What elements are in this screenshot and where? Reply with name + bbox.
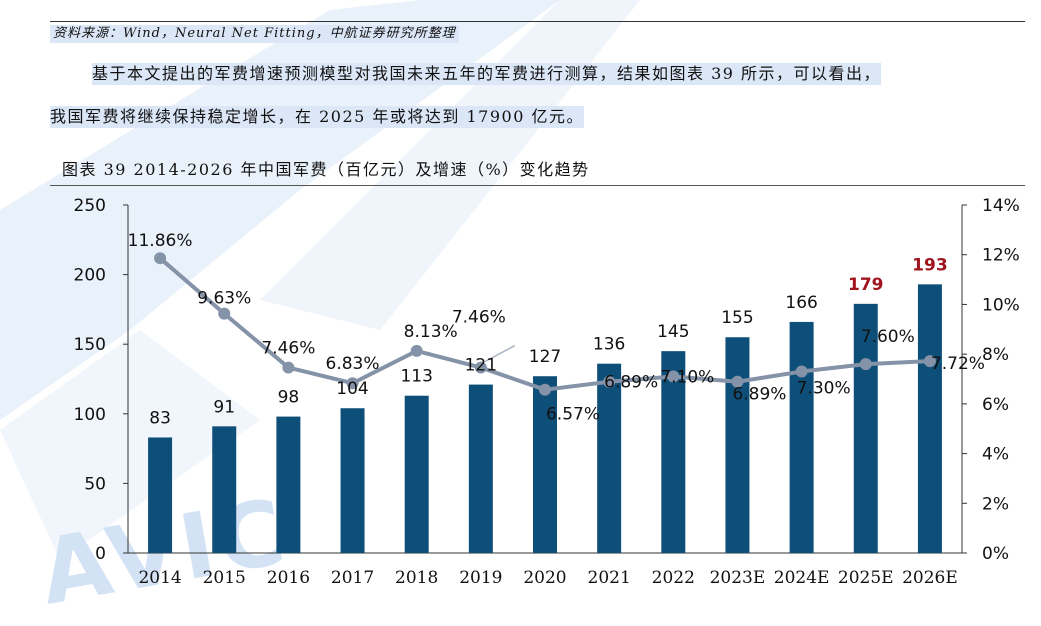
x-tick-label: 2026E	[902, 568, 958, 588]
x-tick-label: 2017	[331, 568, 374, 588]
bar-value-label: 179	[848, 275, 884, 295]
bar-value-label: 155	[721, 308, 753, 328]
line-value-label: 9.63%	[197, 289, 251, 309]
bar	[148, 437, 173, 553]
growth-point	[218, 307, 231, 320]
bar-value-label: 127	[529, 347, 561, 367]
x-tick-label: 2022	[652, 568, 695, 588]
bar	[276, 416, 301, 553]
x-tick-label: 2021	[588, 568, 631, 588]
bar-value-label: 98	[278, 388, 300, 408]
x-tick-label: 2023E	[710, 568, 766, 588]
left-tick-label: 200	[74, 266, 106, 286]
x-tick-label: 2020	[523, 568, 566, 588]
bar-value-label: 83	[149, 408, 171, 428]
line-value-label: 7.60%	[861, 327, 915, 347]
line-value-label: 7.46%	[452, 308, 506, 328]
x-tick-label: 2019	[459, 568, 502, 588]
line-value-label: 6.57%	[546, 405, 600, 425]
x-tick-label: 2016	[267, 568, 310, 588]
growth-point	[667, 370, 680, 383]
growth-point	[603, 375, 616, 388]
left-tick-label: 150	[74, 335, 106, 355]
growth-point	[923, 355, 936, 368]
x-tick-label: 2018	[395, 568, 438, 588]
bar	[597, 363, 622, 553]
right-tick-label: 6%	[982, 395, 1009, 415]
bar	[468, 384, 493, 553]
right-tick-label: 12%	[982, 246, 1020, 266]
right-tick-label: 0%	[982, 544, 1009, 564]
bar-value-label: 136	[593, 335, 625, 355]
bar	[212, 426, 237, 553]
bar	[853, 303, 878, 553]
x-tick-label: 2025E	[838, 568, 894, 588]
title-rule	[50, 185, 1025, 186]
paragraph-line-1: 基于本文提出的军费增速预测模型对我国未来五年的军费进行测算，结果如图表 39 所…	[92, 63, 882, 85]
bar	[340, 408, 365, 553]
line-value-label: 7.10%	[660, 368, 714, 388]
x-tick-label: 2014	[138, 568, 181, 588]
line-value-label: 6.89%	[732, 385, 786, 405]
bar	[917, 284, 942, 553]
growth-line	[158, 256, 931, 392]
chart: 0 50 100 150 200 250 0% 2% 4% 6% 8% 10% 12% 14% 2014 20…	[74, 196, 1020, 588]
growth-point	[795, 365, 808, 378]
right-tick-label: 4%	[982, 445, 1009, 465]
left-tick-label: 50	[84, 474, 106, 494]
figure-title: 图表 39 2014-2026 年中国军费（百亿元）及增速（%）变化趋势	[62, 160, 590, 179]
bar	[725, 337, 750, 553]
left-tick-label: 0	[95, 544, 106, 564]
right-tick-label: 10%	[982, 295, 1020, 315]
source-note: 资料来源：Wind，Neural Net Fitting，中航证券研究所整理	[50, 25, 459, 43]
paragraph-line-2: 我国军费将继续保持稳定增长，在 2025 年或将达到 17900 亿元。	[50, 106, 584, 128]
bar	[533, 376, 557, 553]
bar-value-label: 145	[657, 322, 689, 342]
bar-value-label: 121	[465, 356, 497, 376]
right-tick-label: 2%	[982, 494, 1009, 514]
top-rule	[50, 21, 1025, 22]
line-value-label: 6.83%	[326, 354, 380, 374]
right-tick-label: 8%	[982, 345, 1009, 365]
bar-value-label: 166	[785, 293, 817, 313]
x-tick-label: 2015	[203, 568, 246, 588]
line-value-label: 6.89%	[604, 373, 658, 393]
growth-point	[731, 375, 744, 388]
line-value-label: 7.72%	[931, 354, 985, 374]
left-tick-label: 250	[74, 196, 106, 216]
line-value-label: 11.86%	[128, 231, 193, 251]
line-value-label: 7.46%	[261, 339, 315, 359]
growth-point	[474, 361, 487, 374]
line-value-label: 7.30%	[797, 379, 851, 399]
right-tick-label: 14%	[982, 196, 1020, 216]
bar	[789, 321, 814, 553]
bar-value-label: 193	[912, 255, 948, 275]
leader-line	[484, 344, 516, 363]
bar-value-label: 104	[336, 379, 368, 399]
bar	[404, 395, 429, 553]
growth-point	[282, 361, 295, 374]
bar-value-label: 113	[400, 367, 432, 387]
growth-point	[410, 344, 423, 357]
bar-value-label: 91	[213, 397, 235, 417]
line-value-label: 8.13%	[404, 322, 458, 342]
growth-point	[154, 252, 167, 265]
x-tick-label: 2024E	[774, 568, 830, 588]
left-tick-label: 100	[74, 405, 106, 425]
bar	[661, 351, 686, 553]
growth-point	[539, 383, 551, 396]
growth-point	[346, 377, 359, 390]
growth-point	[859, 358, 872, 371]
